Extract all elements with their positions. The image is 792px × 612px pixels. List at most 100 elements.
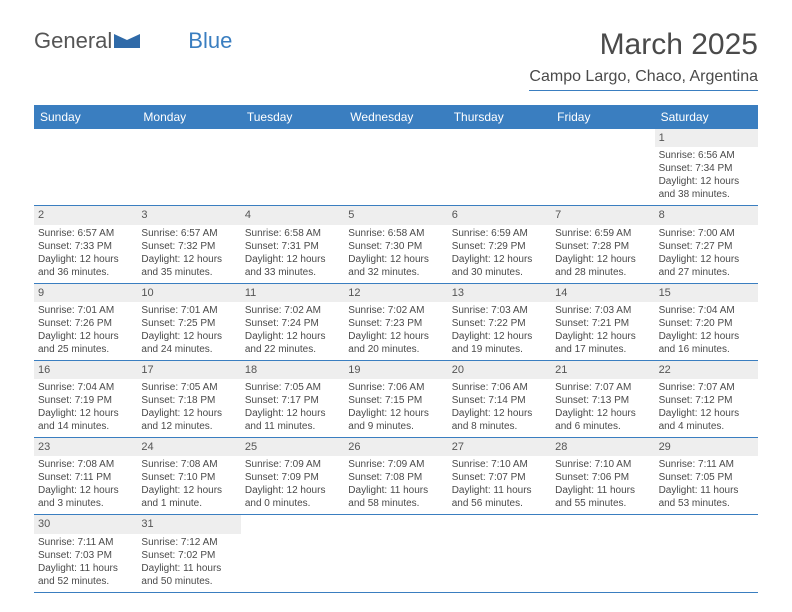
sunrise-text: Sunrise: 7:11 AM <box>659 458 754 471</box>
daylight-text: and 16 minutes. <box>659 343 754 356</box>
daylight-text: and 11 minutes. <box>245 420 340 433</box>
sunrise-text: Sunrise: 7:11 AM <box>38 536 133 549</box>
sunset-text: Sunset: 7:08 PM <box>348 471 443 484</box>
week-row: 30Sunrise: 7:11 AMSunset: 7:03 PMDayligh… <box>34 515 758 592</box>
daylight-text: and 14 minutes. <box>38 420 133 433</box>
day-cell <box>241 515 344 591</box>
day-number: 20 <box>448 361 551 379</box>
day-cell: 27Sunrise: 7:10 AMSunset: 7:07 PMDayligh… <box>448 438 551 514</box>
day-cell: 15Sunrise: 7:04 AMSunset: 7:20 PMDayligh… <box>655 284 758 360</box>
daylight-text: Daylight: 12 hours <box>452 407 547 420</box>
day-cell: 31Sunrise: 7:12 AMSunset: 7:02 PMDayligh… <box>137 515 240 591</box>
daylight-text: Daylight: 12 hours <box>348 407 443 420</box>
daylight-text: Daylight: 11 hours <box>141 562 236 575</box>
daylight-text: and 22 minutes. <box>245 343 340 356</box>
day-number: 16 <box>34 361 137 379</box>
day-cell: 28Sunrise: 7:10 AMSunset: 7:06 PMDayligh… <box>551 438 654 514</box>
day-header: Friday <box>551 105 654 129</box>
day-number: 11 <box>241 284 344 302</box>
sunset-text: Sunset: 7:30 PM <box>348 240 443 253</box>
sunrise-text: Sunrise: 7:08 AM <box>141 458 236 471</box>
daylight-text: and 19 minutes. <box>452 343 547 356</box>
sunset-text: Sunset: 7:14 PM <box>452 394 547 407</box>
day-cell: 3Sunrise: 6:57 AMSunset: 7:32 PMDaylight… <box>137 206 240 282</box>
daylight-text: and 6 minutes. <box>555 420 650 433</box>
calendar: Sunday Monday Tuesday Wednesday Thursday… <box>34 105 758 593</box>
sunset-text: Sunset: 7:06 PM <box>555 471 650 484</box>
daylight-text: Daylight: 12 hours <box>38 484 133 497</box>
daylight-text: Daylight: 12 hours <box>38 407 133 420</box>
day-number: 18 <box>241 361 344 379</box>
daylight-text: Daylight: 12 hours <box>141 407 236 420</box>
day-number: 5 <box>344 206 447 224</box>
sunset-text: Sunset: 7:17 PM <box>245 394 340 407</box>
daylight-text: and 20 minutes. <box>348 343 443 356</box>
daylight-text: Daylight: 12 hours <box>659 175 754 188</box>
daylight-text: and 36 minutes. <box>38 266 133 279</box>
day-cell: 14Sunrise: 7:03 AMSunset: 7:21 PMDayligh… <box>551 284 654 360</box>
week-row: 2Sunrise: 6:57 AMSunset: 7:33 PMDaylight… <box>34 206 758 283</box>
day-cell: 13Sunrise: 7:03 AMSunset: 7:22 PMDayligh… <box>448 284 551 360</box>
day-header: Tuesday <box>241 105 344 129</box>
day-cell: 25Sunrise: 7:09 AMSunset: 7:09 PMDayligh… <box>241 438 344 514</box>
day-cell: 11Sunrise: 7:02 AMSunset: 7:24 PMDayligh… <box>241 284 344 360</box>
daylight-text: and 55 minutes. <box>555 497 650 510</box>
day-number: 17 <box>137 361 240 379</box>
day-number: 13 <box>448 284 551 302</box>
sunrise-text: Sunrise: 6:57 AM <box>141 227 236 240</box>
sunset-text: Sunset: 7:07 PM <box>452 471 547 484</box>
day-number: 1 <box>655 129 758 147</box>
sunset-text: Sunset: 7:22 PM <box>452 317 547 330</box>
daylight-text: Daylight: 11 hours <box>348 484 443 497</box>
daylight-text: and 4 minutes. <box>659 420 754 433</box>
daylight-text: and 38 minutes. <box>659 188 754 201</box>
day-cell: 21Sunrise: 7:07 AMSunset: 7:13 PMDayligh… <box>551 361 654 437</box>
weeks-container: 1Sunrise: 6:56 AMSunset: 7:34 PMDaylight… <box>34 129 758 593</box>
week-row: 23Sunrise: 7:08 AMSunset: 7:11 PMDayligh… <box>34 438 758 515</box>
day-header: Thursday <box>448 105 551 129</box>
day-cell: 19Sunrise: 7:06 AMSunset: 7:15 PMDayligh… <box>344 361 447 437</box>
daylight-text: and 35 minutes. <box>141 266 236 279</box>
sunrise-text: Sunrise: 7:04 AM <box>659 304 754 317</box>
day-cell: 4Sunrise: 6:58 AMSunset: 7:31 PMDaylight… <box>241 206 344 282</box>
sunrise-text: Sunrise: 6:58 AM <box>245 227 340 240</box>
sunrise-text: Sunrise: 7:07 AM <box>659 381 754 394</box>
day-cell: 5Sunrise: 6:58 AMSunset: 7:30 PMDaylight… <box>344 206 447 282</box>
day-number: 22 <box>655 361 758 379</box>
daylight-text: Daylight: 12 hours <box>452 253 547 266</box>
day-number: 28 <box>551 438 654 456</box>
day-cell <box>448 129 551 205</box>
page-title: March 2025 <box>529 28 758 62</box>
sunrise-text: Sunrise: 7:02 AM <box>348 304 443 317</box>
daylight-text: Daylight: 12 hours <box>452 330 547 343</box>
sunrise-text: Sunrise: 7:09 AM <box>245 458 340 471</box>
daylight-text: Daylight: 12 hours <box>141 330 236 343</box>
day-cell: 16Sunrise: 7:04 AMSunset: 7:19 PMDayligh… <box>34 361 137 437</box>
day-header: Wednesday <box>344 105 447 129</box>
day-number: 25 <box>241 438 344 456</box>
daylight-text: and 27 minutes. <box>659 266 754 279</box>
day-number: 15 <box>655 284 758 302</box>
sunrise-text: Sunrise: 7:01 AM <box>38 304 133 317</box>
sunset-text: Sunset: 7:32 PM <box>141 240 236 253</box>
sunset-text: Sunset: 7:24 PM <box>245 317 340 330</box>
sunset-text: Sunset: 7:15 PM <box>348 394 443 407</box>
sunrise-text: Sunrise: 7:05 AM <box>245 381 340 394</box>
sunset-text: Sunset: 7:29 PM <box>452 240 547 253</box>
week-row: 16Sunrise: 7:04 AMSunset: 7:19 PMDayligh… <box>34 361 758 438</box>
sunset-text: Sunset: 7:25 PM <box>141 317 236 330</box>
day-header: Monday <box>137 105 240 129</box>
day-number: 2 <box>34 206 137 224</box>
daylight-text: and 53 minutes. <box>659 497 754 510</box>
day-cell: 23Sunrise: 7:08 AMSunset: 7:11 PMDayligh… <box>34 438 137 514</box>
day-cell <box>241 129 344 205</box>
sunset-text: Sunset: 7:23 PM <box>348 317 443 330</box>
sunrise-text: Sunrise: 6:58 AM <box>348 227 443 240</box>
sunrise-text: Sunrise: 7:04 AM <box>38 381 133 394</box>
day-number: 29 <box>655 438 758 456</box>
day-number: 4 <box>241 206 344 224</box>
daylight-text: and 9 minutes. <box>348 420 443 433</box>
daylight-text: Daylight: 12 hours <box>245 330 340 343</box>
sunrise-text: Sunrise: 7:05 AM <box>141 381 236 394</box>
daylight-text: and 28 minutes. <box>555 266 650 279</box>
